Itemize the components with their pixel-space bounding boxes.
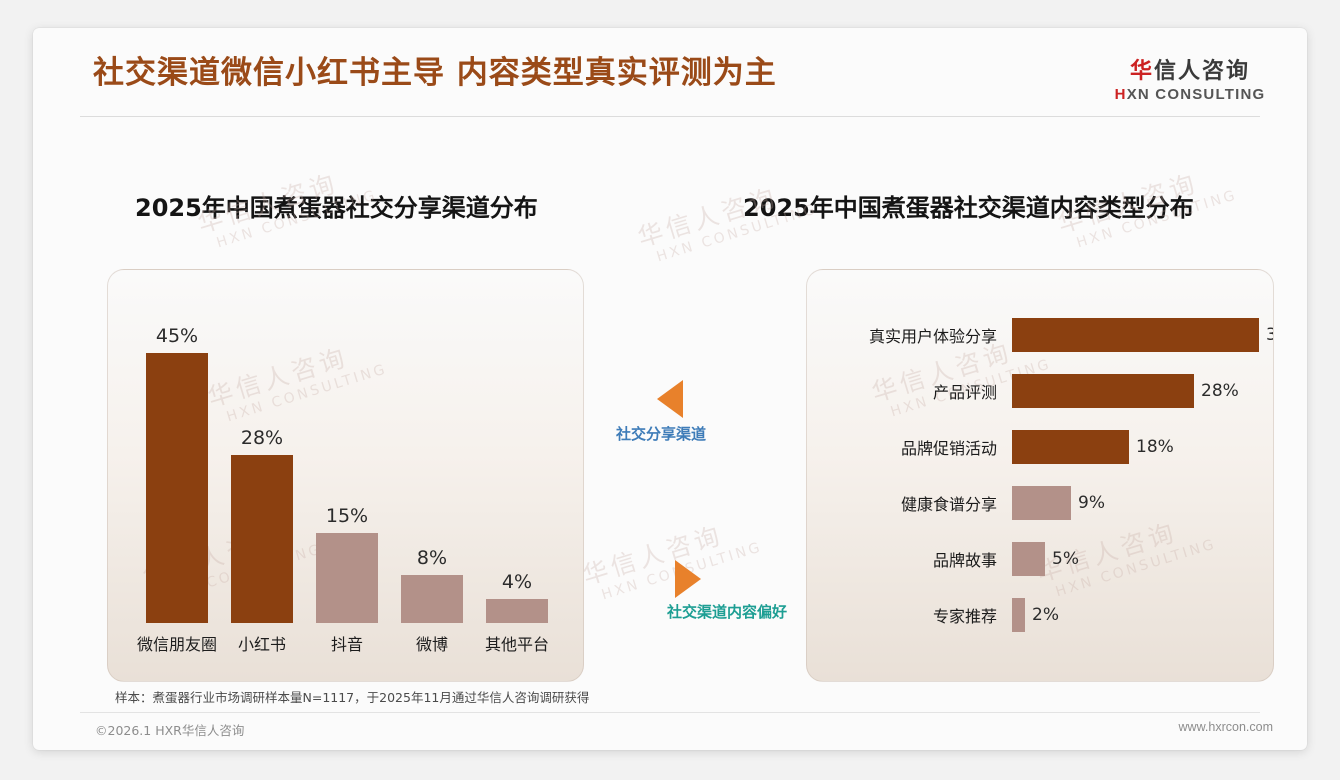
- bar-row[interactable]: 健康食谱分享 9%: [807, 486, 1273, 520]
- bar-value-label: 38%: [1266, 325, 1273, 345]
- bar-row[interactable]: 真实用户体验分享 38%: [807, 318, 1273, 352]
- bar-value-label: 4%: [501, 571, 533, 593]
- logo-en-first-char: H: [1114, 85, 1127, 103]
- bar[interactable]: [1012, 542, 1045, 576]
- bar[interactable]: [316, 533, 378, 623]
- copyright-text: ©2026.1 HXR华信人咨询: [95, 723, 245, 738]
- bar-group[interactable]: 28% 小红书: [231, 427, 293, 654]
- slide-card: 社交渠道微信小红书主导 内容类型真实评测为主 华信人咨询 HXN CONSULT…: [33, 28, 1307, 750]
- bar-group[interactable]: 45% 微信朋友圈: [137, 325, 217, 654]
- bar-category-label: 产品评测: [932, 383, 997, 402]
- annotation-bottom-label: 社交渠道内容偏好: [667, 603, 788, 621]
- header-divider: [80, 116, 1260, 117]
- bar-category-label: 小红书: [237, 635, 286, 654]
- bar-category-label: 微信朋友圈: [136, 635, 217, 654]
- footnote: 样本：煮蛋器行业市场调研样本量N=1117，于2025年11月通过华信人咨询调研…: [115, 690, 590, 705]
- bar-category-label: 专家推荐: [932, 607, 997, 626]
- bar-category-label: 品牌促销活动: [900, 439, 997, 458]
- bar-category-label: 其他平台: [484, 635, 549, 654]
- bar-group[interactable]: 8% 微博: [401, 547, 463, 654]
- bar[interactable]: [1012, 430, 1129, 464]
- bar-row[interactable]: 品牌促销活动 18%: [807, 430, 1273, 464]
- bar[interactable]: [486, 599, 548, 623]
- triangle-left-icon: [657, 380, 683, 418]
- bar[interactable]: [1012, 598, 1025, 632]
- logo-en-rest: XN CONSULTING: [1126, 85, 1266, 103]
- chart-panel-left: 华信人咨询 HXN CONSULTING 华信人咨询 HXN CONSULTIN…: [107, 269, 584, 682]
- slide-header: 社交渠道微信小红书主导 内容类型真实评测为主 华信人咨询 HXN CONSULT…: [33, 28, 1307, 116]
- bar[interactable]: [146, 353, 208, 623]
- logo-cn-rest: 信人咨询: [1154, 59, 1251, 84]
- bar-value-label: 18%: [1136, 437, 1174, 457]
- footer-divider: [80, 712, 1260, 713]
- bar[interactable]: [1012, 374, 1194, 408]
- logo-english-text: HXN CONSULTING: [1105, 85, 1275, 105]
- bar[interactable]: [1012, 486, 1071, 520]
- page-title: 社交渠道微信小红书主导 内容类型真实评测为主: [93, 55, 777, 91]
- vertical-bar-chart: 45% 微信朋友圈 28% 小红书 15% 抖音 8% 微博 4% 其他平台: [108, 270, 583, 681]
- bar[interactable]: [401, 575, 463, 623]
- bar-value-label: 5%: [1052, 549, 1079, 569]
- bar-value-label: 28%: [1201, 381, 1239, 401]
- bar-value-label: 28%: [240, 427, 284, 449]
- chart-title-right: 2025年中国煮蛋器社交渠道内容类型分布: [743, 194, 1194, 222]
- bar[interactable]: [1012, 318, 1259, 352]
- annotation-content-preference: 社交渠道内容偏好: [623, 560, 788, 622]
- bar-group[interactable]: 4% 其他平台: [485, 571, 549, 654]
- bar-category-label: 真实用户体验分享: [868, 327, 997, 346]
- bar-value-label: 2%: [1032, 605, 1059, 625]
- triangle-right-icon: [675, 560, 701, 598]
- bar-row[interactable]: 产品评测 28%: [807, 374, 1273, 408]
- logo-cn-first-char: 华: [1129, 59, 1154, 84]
- bar-value-label: 8%: [416, 547, 448, 569]
- chart-title-left: 2025年中国煮蛋器社交分享渠道分布: [135, 194, 538, 222]
- logo-chinese-text: 华信人咨询: [1105, 59, 1275, 85]
- bar-row[interactable]: 品牌故事 5%: [807, 542, 1273, 576]
- bar-value-label: 15%: [325, 505, 369, 527]
- bar-group[interactable]: 15% 抖音: [316, 505, 378, 654]
- annotation-social-share-channel: 社交分享渠道: [605, 380, 735, 444]
- horizontal-bar-chart: 真实用户体验分享 38% 产品评测 28% 品牌促销活动 18% 健康食谱分享 9% 品牌故事 5…: [807, 270, 1273, 681]
- bar[interactable]: [231, 455, 293, 623]
- bar-value-label: 9%: [1078, 493, 1105, 513]
- annotation-top-label: 社交分享渠道: [615, 425, 706, 443]
- bar-category-label: 微博: [415, 635, 448, 654]
- bar-category-label: 抖音: [330, 635, 363, 654]
- bar-category-label: 品牌故事: [932, 551, 997, 570]
- chart-panel-right: 华信人咨询 HXN CONSULTING 华信人咨询 HXN CONSULTIN…: [806, 269, 1274, 682]
- bar-value-label: 45%: [155, 325, 199, 347]
- bar-row[interactable]: 专家推荐 2%: [807, 598, 1273, 632]
- company-logo: 华信人咨询 HXN CONSULTING: [1105, 59, 1275, 105]
- bar-category-label: 健康食谱分享: [900, 495, 997, 514]
- website-url: www.hxrcon.com: [1178, 720, 1273, 734]
